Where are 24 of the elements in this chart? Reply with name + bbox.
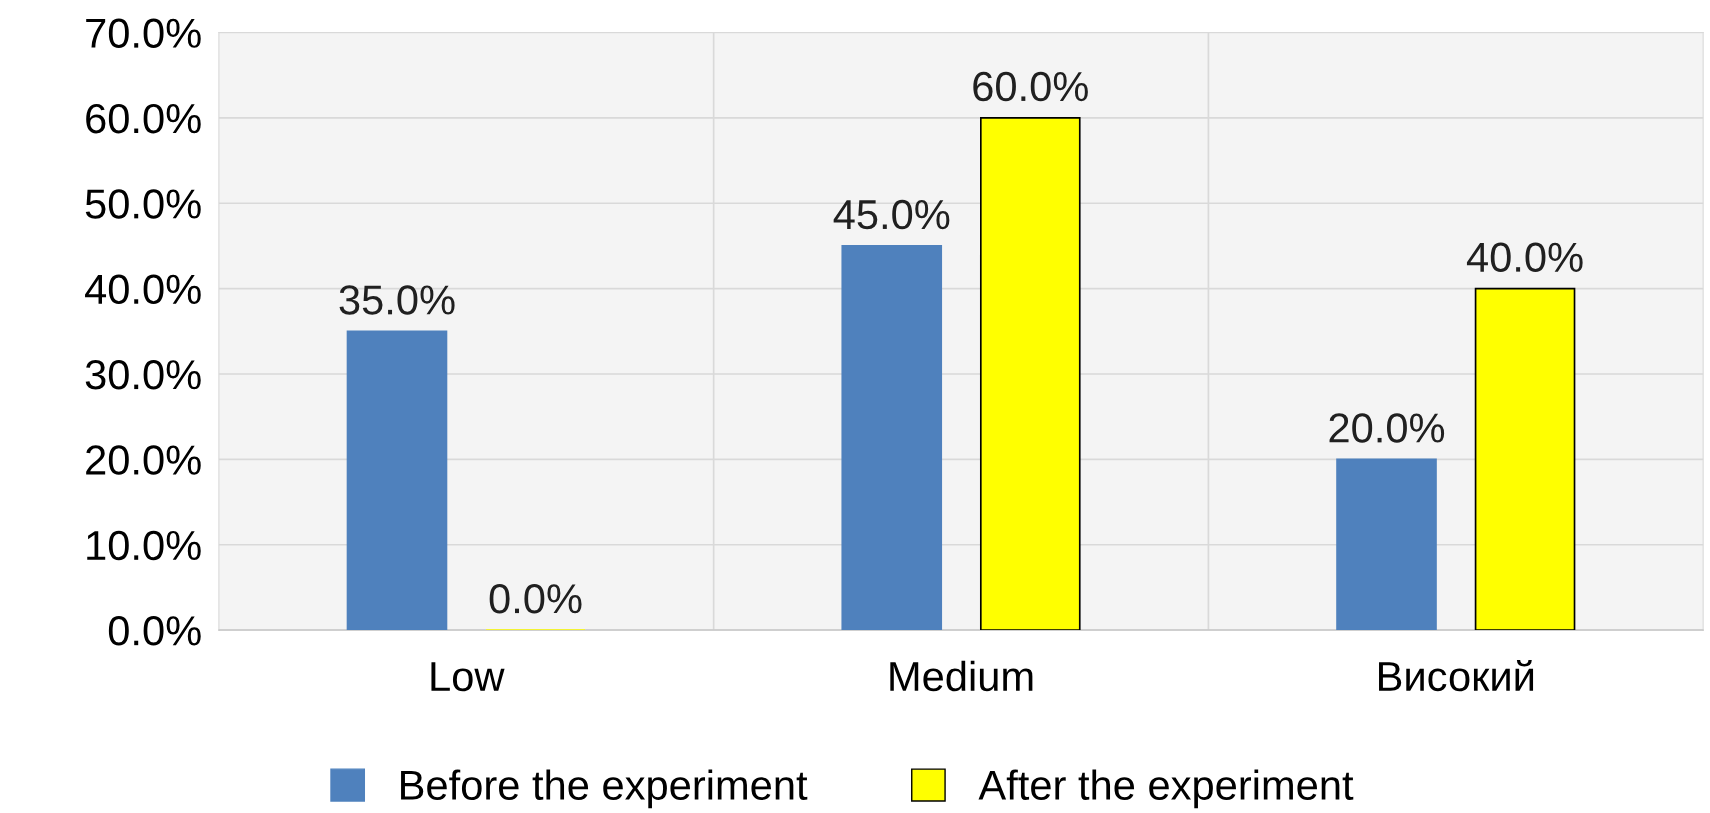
bar <box>979 117 1081 631</box>
bar <box>1336 458 1437 631</box>
y-tick-label: 50.0% <box>85 189 201 219</box>
data-label: 20.0% <box>1329 413 1445 443</box>
bar <box>346 330 448 631</box>
y-tick-label: 20.0% <box>86 445 201 475</box>
x-tick-label: Low <box>431 662 505 692</box>
data-label: 45.0% <box>833 199 950 230</box>
y-tick-label: 70.0% <box>86 18 201 49</box>
bar <box>841 245 943 631</box>
y-tick-label: 30.0% <box>85 359 201 390</box>
data-label: 35.0% <box>339 285 455 315</box>
bar <box>1474 287 1576 631</box>
x-tick-label: Medium <box>890 660 1033 692</box>
data-label: 0.0% <box>489 584 582 614</box>
y-tick-label: 40.0% <box>85 274 201 305</box>
x-tick-label: Високий <box>1379 659 1534 692</box>
data-label: 60.0% <box>973 71 1088 102</box>
legend-label: After the experiment <box>978 769 1354 809</box>
y-tick-label: 60.0% <box>86 103 201 134</box>
data-label: 40.0% <box>1466 242 1583 273</box>
legend-label: Before the experiment <box>401 769 808 809</box>
y-tick-label: 0.0% <box>108 616 201 646</box>
y-tick-label: 10.0% <box>87 530 201 561</box>
